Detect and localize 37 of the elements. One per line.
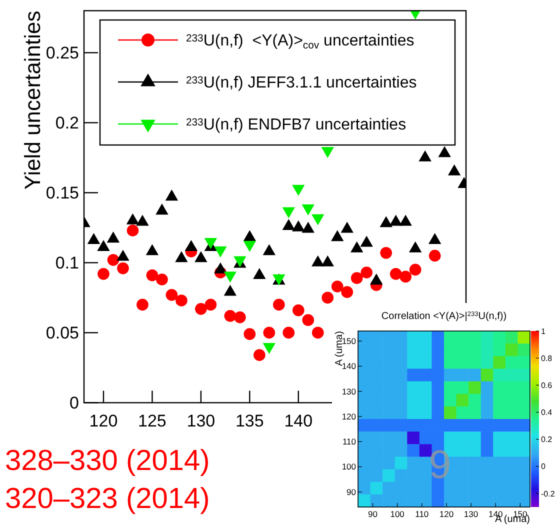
y-tick-label: 0.25	[46, 44, 79, 63]
color-bar-label: 0.2	[541, 435, 553, 444]
y-tick-label: 100	[342, 462, 356, 472]
y-tick-label: 140	[342, 361, 356, 372]
x-tick-label: 90	[368, 509, 378, 519]
color-bar-label: -0.2	[541, 489, 556, 498]
color-bar-label: 0.4	[541, 408, 553, 418]
color-bar-label: 0.6	[541, 380, 553, 390]
y-tick-label: 130	[342, 386, 356, 396]
y-tick-label: 0.1	[55, 254, 79, 273]
y-axis-title: Yield uncertainties	[20, 10, 45, 190]
x-tick-label: 130	[186, 412, 216, 431]
color-bar-label: 1	[541, 326, 546, 336]
legend-label: $^{233}$U(n,f) ENDFB7 uncertainties	[186, 116, 406, 134]
x-tick-label: 125	[138, 412, 166, 431]
y-tick-label: 0.2	[55, 114, 79, 133]
y-tick-label: 150	[342, 336, 356, 346]
y-tick-label: 0.05	[46, 324, 79, 343]
y-tick-label: 110	[342, 436, 356, 447]
text: 328–330 (2014)	[5, 445, 210, 477]
x-tick-label: 140	[284, 412, 313, 431]
legend-label: $^{233}$U(n,f) JEFF3.1.1 uncertainties	[186, 74, 417, 92]
color-bar-label: 0	[541, 462, 546, 472]
text: 320–323 (2014)	[5, 483, 210, 515]
x-tick-label: 110	[415, 509, 429, 519]
x-tick-label: 100	[390, 509, 405, 519]
x-tick-label: 120	[89, 412, 118, 431]
legend-label: $^{233}$U(n,f) <Y(A)>$_{cov}$ uncertainties	[186, 32, 414, 52]
y-tick-label: 90	[346, 486, 356, 497]
x-tick-label: 130	[464, 509, 478, 519]
annotation: 9	[428, 443, 452, 487]
x-tick-label: 135	[235, 412, 264, 431]
chart-title: Correlation <Y(A)>|$^{233}$U(n,f))	[381, 310, 507, 322]
y-tick-label: 0.15	[46, 184, 79, 203]
y-tick-label: 0	[70, 394, 79, 413]
color-bar-label: 0.8	[541, 354, 553, 363]
x-tick-label: 120	[439, 509, 454, 519]
